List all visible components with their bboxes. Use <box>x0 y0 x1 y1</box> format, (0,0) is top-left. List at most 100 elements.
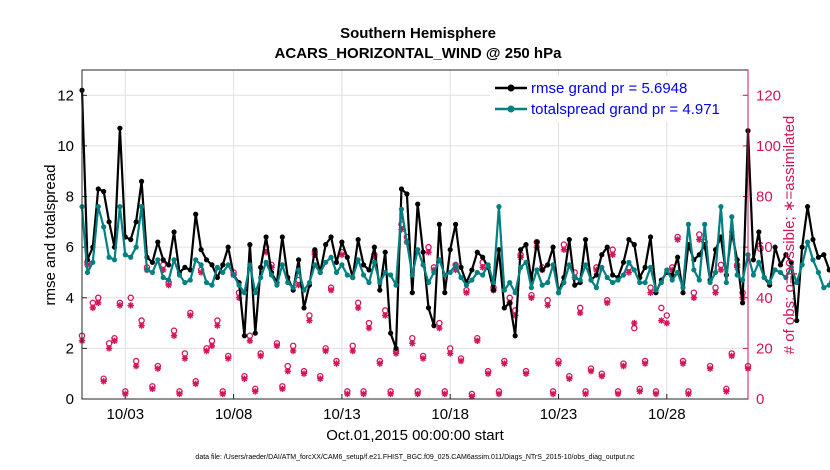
rmse-point <box>799 244 805 250</box>
asterisk-stroke <box>642 360 648 367</box>
obs-assimilated-marker <box>728 352 735 360</box>
totalspread-point <box>642 279 648 286</box>
rmse-point <box>821 252 827 258</box>
totalspread-point <box>517 264 524 270</box>
rmse-point <box>166 262 172 268</box>
rmse-point <box>566 236 572 243</box>
asterisk-stroke <box>279 386 286 392</box>
asterisk-stroke <box>588 368 594 374</box>
asterisk-stroke <box>317 375 324 382</box>
totalspread-point <box>593 285 599 291</box>
totalspread-point <box>339 262 345 268</box>
asterisk-stroke <box>95 300 102 306</box>
asterisk-stroke <box>284 368 291 374</box>
rmse-point <box>160 257 166 263</box>
y-tick-label-left: 12 <box>57 87 74 104</box>
rmse-point <box>490 287 497 293</box>
totalspread-point <box>685 221 692 227</box>
obs-assimilated-marker <box>620 362 627 370</box>
asterisk-stroke <box>257 353 264 359</box>
totalspread-point <box>285 279 291 286</box>
y-tick-label-left: 0 <box>66 391 74 408</box>
asterisk-stroke <box>100 378 107 385</box>
asterisk-stroke <box>718 267 724 273</box>
rmse-point <box>279 234 285 240</box>
totalspread-point <box>761 274 767 281</box>
totalspread-point <box>111 257 118 263</box>
rmse-point <box>182 264 188 270</box>
x-tick-label: 10/18 <box>431 406 469 423</box>
rmse-point <box>328 234 334 240</box>
obs-assimilated-marker <box>333 360 340 367</box>
obs-assimilated-marker <box>181 355 189 362</box>
rmse-point <box>783 252 789 258</box>
obs-assimilated-marker <box>257 352 264 360</box>
asterisk-stroke <box>523 370 529 377</box>
x-tick-label: 10/23 <box>540 406 578 423</box>
totalspread-point <box>815 269 821 276</box>
totalspread-point <box>794 279 800 286</box>
asterisk-stroke <box>322 348 329 354</box>
totalspread-point <box>718 204 724 210</box>
totalspread-point <box>225 262 231 268</box>
y-tick-label-left: 8 <box>66 189 74 206</box>
totalspread-point <box>545 279 551 286</box>
totalspread-point <box>398 206 405 212</box>
totalspread-point <box>355 257 361 263</box>
asterisk-stroke <box>712 289 719 296</box>
obs-assimilated-marker <box>246 337 254 344</box>
obs-assimilated-marker <box>419 355 427 362</box>
obs-assimilated-marker <box>349 347 356 355</box>
totalspread-point <box>155 257 161 263</box>
obs-assimilated-marker <box>501 360 508 367</box>
rmse-point <box>241 333 248 339</box>
asterisk-stroke <box>225 355 231 362</box>
totalspread-point <box>128 254 134 260</box>
obs-possible-marker <box>658 304 665 312</box>
totalspread-point <box>772 267 778 273</box>
asterisk-stroke <box>707 365 713 372</box>
rmse-point <box>739 300 746 306</box>
obs-assimilated-marker <box>441 390 448 398</box>
rmse-point <box>106 219 112 225</box>
rmse-point <box>680 290 686 296</box>
asterisk-stroke <box>155 365 161 372</box>
totalspread-point <box>182 279 188 286</box>
rmse-point <box>534 239 540 245</box>
obs-assimilated-marker <box>674 236 681 243</box>
totalspread-point <box>328 254 334 260</box>
totalspread-point <box>312 262 318 268</box>
totalspread-point <box>691 267 697 273</box>
rmse-point <box>360 262 367 268</box>
obs-assimilated-marker <box>679 360 687 367</box>
rmse-point <box>620 259 627 265</box>
axis-ticks: 10/03 10/08 10/13 10/18 10/23 10/280246810120… <box>57 87 781 423</box>
totalspread-point <box>804 239 811 245</box>
obs-assimilated-marker <box>604 299 611 307</box>
totalspread-point <box>241 290 248 296</box>
totalspread-point <box>821 285 827 291</box>
rmse-point <box>415 201 421 207</box>
totalspread-point <box>193 257 199 263</box>
asterisk-stroke <box>149 386 156 392</box>
totalspread-point <box>582 262 589 268</box>
asterisk-stroke <box>117 302 123 309</box>
totalspread-point <box>696 277 702 283</box>
totalspread-point <box>615 277 621 283</box>
legend-spread-marker <box>507 105 515 113</box>
asterisk-stroke <box>247 337 253 344</box>
obs-assimilated-marker <box>544 302 551 309</box>
asterisk-stroke <box>685 391 692 397</box>
totalspread-point <box>220 269 226 276</box>
totalspread-point <box>133 244 139 250</box>
y-tick-label-right: 80 <box>756 189 773 206</box>
totalspread-point <box>187 277 193 283</box>
totalspread-point <box>577 277 583 283</box>
obs-assimilated-marker <box>463 289 470 296</box>
data-file-footer: data file: /Users/raeder/DAI/ATM_forcXX/… <box>195 454 635 461</box>
obs-assimilated-marker <box>392 350 400 357</box>
obs-assimilated-marker <box>252 388 259 395</box>
rmse-point <box>333 259 340 265</box>
totalspread-point <box>777 269 784 276</box>
asterisk-stroke <box>344 391 351 397</box>
